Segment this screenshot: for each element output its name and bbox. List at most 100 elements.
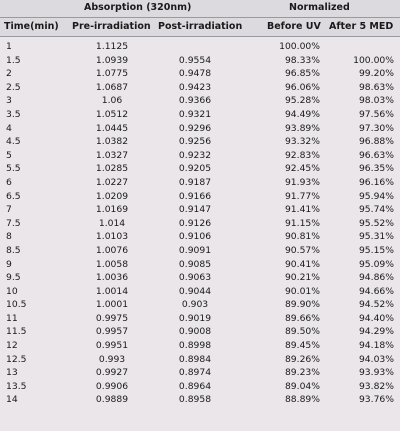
cell-after-5-med: 95.74% — [358, 204, 394, 216]
cell-post-irradiation: 0.9085 — [178, 258, 212, 270]
cell-pre-irradiation: 1.0775 — [95, 68, 129, 80]
cell-time: 5.5 — [6, 163, 21, 175]
table-row: 10.5 1.0001 0.903 89.90% 94.52% — [0, 298, 400, 312]
cell-before-uv: 91.77% — [284, 190, 320, 202]
cell-after-5-med: 94.86% — [358, 272, 394, 284]
cell-time: 13.5 — [6, 380, 27, 392]
cell-after-5-med: 93.76% — [358, 394, 394, 406]
column-header-post-irradiation: Post-irradiation — [158, 21, 243, 32]
table-row: 14 0.9889 0.8958 88.89% 93.76% — [0, 393, 400, 407]
table-row: 13.5 0.9906 0.8964 89.04% 93.82% — [0, 380, 400, 394]
cell-before-uv: 96.85% — [284, 68, 320, 80]
table-row: 13 0.9927 0.8974 89.23% 93.93% — [0, 366, 400, 380]
cell-time: 4 — [6, 122, 12, 134]
cell-pre-irradiation: 1.1125 — [95, 41, 129, 52]
table-row: 8 1.0103 0.9106 90.81% 95.31% — [0, 230, 400, 244]
cell-post-irradiation: 0.9321 — [178, 108, 212, 120]
cell-post-irradiation: 0.8974 — [178, 367, 212, 379]
cell-before-uv: 100.00% — [279, 41, 320, 52]
cell-pre-irradiation: 0.9975 — [95, 312, 129, 324]
cell-after-5-med: 98.03% — [358, 95, 394, 107]
column-header-pre-irradiation: Pre-irradiation — [72, 21, 151, 32]
cell-post-irradiation: 0.9044 — [178, 285, 212, 297]
cell-post-irradiation: 0.9106 — [178, 231, 212, 243]
cell-after-5-med: 94.52% — [358, 299, 394, 311]
cell-pre-irradiation: 1.0209 — [95, 190, 129, 202]
cell-pre-irradiation: 1.014 — [98, 217, 126, 229]
cell-post-irradiation: 0.9554 — [178, 54, 212, 66]
cell-before-uv: 98.33% — [284, 54, 320, 66]
cell-before-uv: 96.06% — [284, 81, 320, 93]
group-header-normalized: Normalized — [289, 2, 350, 13]
cell-time: 10 — [6, 285, 18, 297]
cell-time: 14 — [6, 394, 18, 406]
cell-after-5-med: 94.40% — [358, 312, 394, 324]
table-row: 9.5 1.0036 0.9063 90.21% 94.86% — [0, 271, 400, 285]
cell-time: 12 — [6, 340, 18, 352]
cell-before-uv: 94.49% — [284, 108, 320, 120]
cell-before-uv: 92.83% — [284, 149, 320, 161]
cell-post-irradiation: 0.9091 — [178, 244, 212, 256]
cell-time: 1.5 — [6, 54, 21, 66]
cell-before-uv: 90.81% — [284, 231, 320, 243]
cell-before-uv: 88.89% — [284, 394, 320, 406]
cell-post-irradiation: 0.9256 — [178, 136, 212, 148]
cell-after-5-med: 97.56% — [358, 108, 394, 120]
table-row: 12 0.9951 0.8998 89.45% 94.18% — [0, 339, 400, 353]
cell-pre-irradiation: 1.0687 — [95, 81, 129, 93]
cell-pre-irradiation: 1.0227 — [95, 176, 129, 188]
table-row: 3 1.06 0.9366 95.28% 98.03% — [0, 94, 400, 108]
cell-time: 8 — [6, 231, 12, 243]
cell-post-irradiation: 0.9187 — [178, 176, 212, 188]
column-header-before-uv: Before UV — [267, 21, 321, 32]
cell-after-5-med: 94.29% — [358, 326, 394, 338]
table-row: 4 1.0445 0.9296 93.89% 97.30% — [0, 122, 400, 136]
cell-time: 2 — [6, 68, 12, 80]
cell-time: 13 — [6, 367, 18, 379]
cell-pre-irradiation: 1.0058 — [95, 258, 129, 270]
cell-pre-irradiation: 1.0382 — [95, 136, 129, 148]
cell-after-5-med: 93.93% — [358, 367, 394, 379]
cell-post-irradiation: 0.9296 — [178, 122, 212, 134]
cell-pre-irradiation: 0.9951 — [95, 340, 129, 352]
cell-pre-irradiation: 1.0014 — [95, 285, 129, 297]
cell-pre-irradiation: 0.993 — [98, 353, 126, 365]
table-row: 11.5 0.9957 0.9008 89.50% 94.29% — [0, 325, 400, 339]
cell-after-5-med: 94.03% — [358, 353, 394, 365]
cell-time: 7 — [6, 204, 12, 216]
cell-after-5-med: 95.94% — [358, 190, 394, 202]
table-row: 1.5 1.0939 0.9554 98.33% 100.00% — [0, 54, 400, 68]
table-row: 11 0.9975 0.9019 89.66% 94.40% — [0, 312, 400, 326]
group-header-row: Absorption (320nm) Normalized — [0, 0, 400, 18]
cell-before-uv: 90.41% — [284, 258, 320, 270]
table-row: 2.5 1.0687 0.9423 96.06% 98.63% — [0, 81, 400, 95]
cell-post-irradiation: 0.8984 — [178, 353, 212, 365]
cell-post-irradiation: 0.903 — [181, 299, 209, 311]
cell-pre-irradiation: 0.9957 — [95, 326, 129, 338]
cell-post-irradiation: 0.9205 — [178, 163, 212, 175]
cell-time: 9.5 — [6, 272, 21, 284]
cell-before-uv: 93.89% — [284, 122, 320, 134]
table-row: 5.5 1.0285 0.9205 92.45% 96.35% — [0, 162, 400, 176]
cell-pre-irradiation: 1.06 — [101, 95, 123, 107]
column-header-time: Time(min) — [4, 21, 59, 32]
table-row: 6 1.0227 0.9187 91.93% 96.16% — [0, 176, 400, 190]
cell-time: 5 — [6, 149, 12, 161]
cell-before-uv: 90.01% — [284, 285, 320, 297]
cell-time: 12.5 — [6, 353, 27, 365]
table-row: 7 1.0169 0.9147 91.41% 95.74% — [0, 203, 400, 217]
table-row: 7.5 1.014 0.9126 91.15% 95.52% — [0, 217, 400, 231]
cell-after-5-med: 94.66% — [358, 285, 394, 297]
cell-before-uv: 91.41% — [284, 204, 320, 216]
column-header-after-5-med: After 5 MED — [329, 21, 394, 32]
cell-after-5-med: 95.15% — [358, 244, 394, 256]
cell-post-irradiation: 0.9166 — [178, 190, 212, 202]
cell-pre-irradiation: 0.9927 — [95, 367, 129, 379]
cell-time: 8.5 — [6, 244, 21, 256]
cell-time: 1 — [6, 41, 12, 52]
cell-pre-irradiation: 0.9889 — [95, 394, 129, 406]
cell-time: 2.5 — [6, 81, 21, 93]
cell-after-5-med: 96.63% — [358, 149, 394, 161]
cell-post-irradiation: 0.9019 — [178, 312, 212, 324]
cell-pre-irradiation: 1.0001 — [95, 299, 129, 311]
